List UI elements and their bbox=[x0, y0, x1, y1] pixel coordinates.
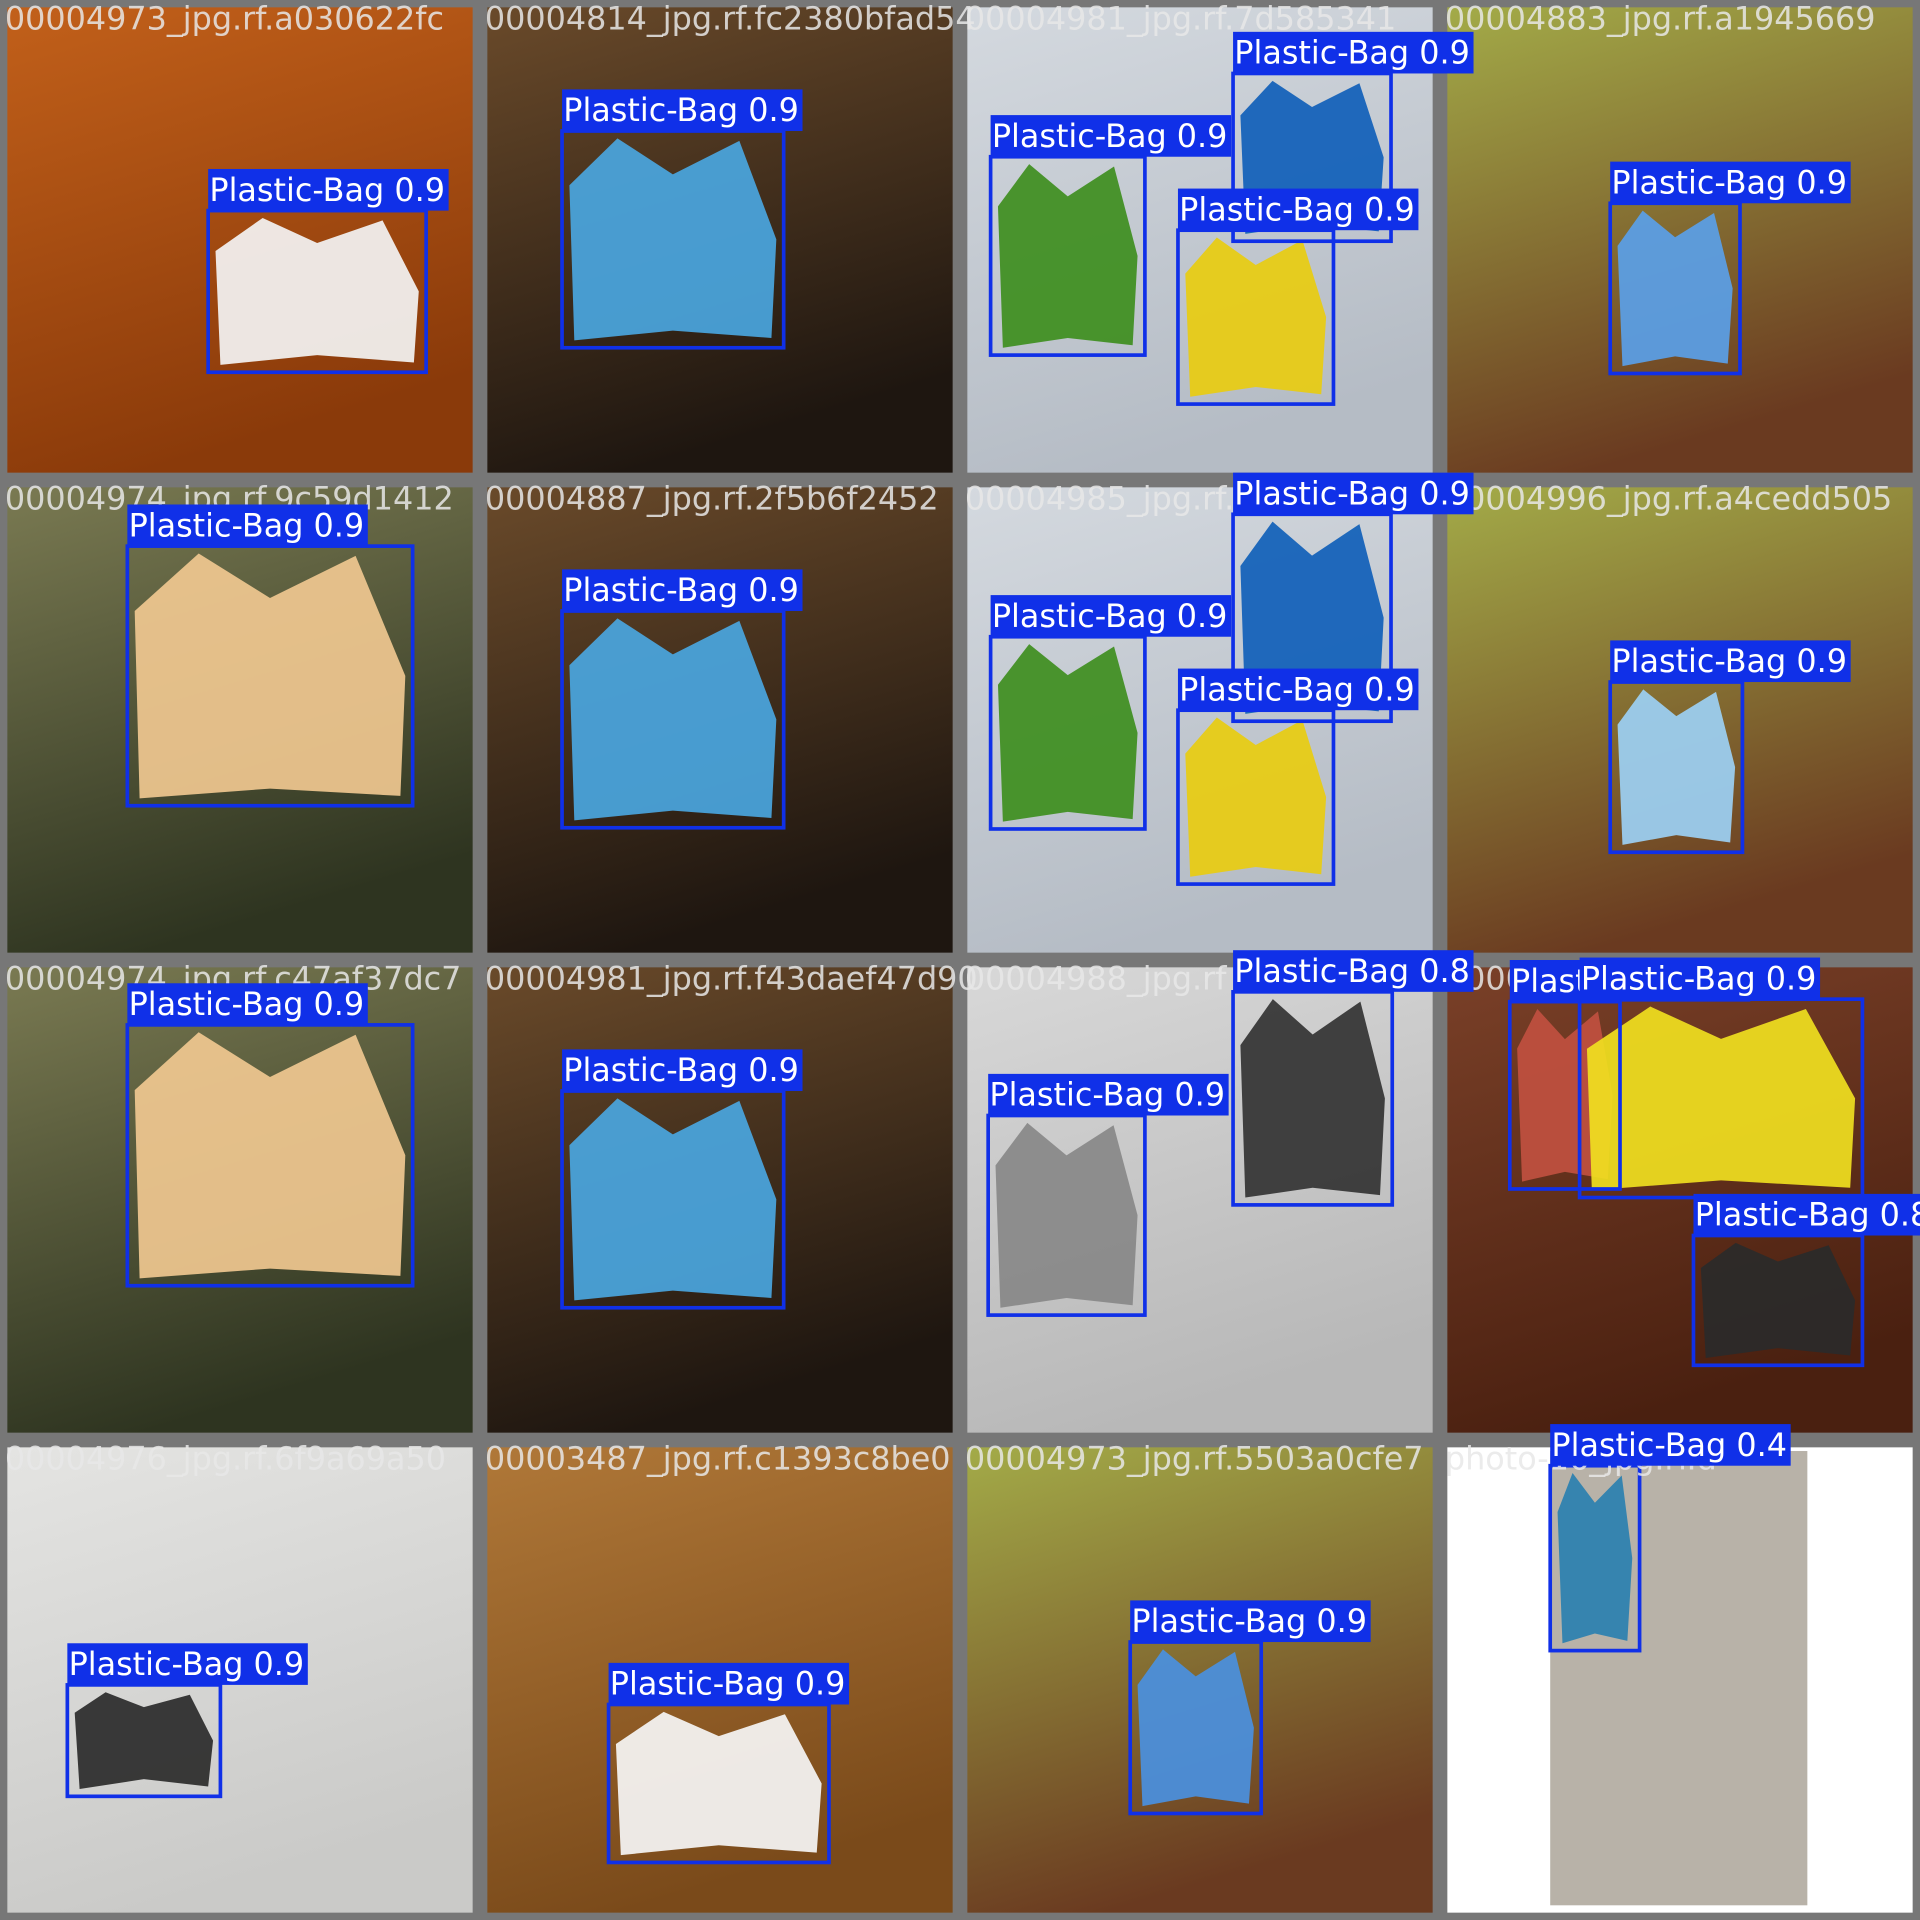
label-background bbox=[1233, 950, 1474, 992]
plastic-bag bbox=[1557, 1473, 1633, 1644]
label-background bbox=[1177, 188, 1419, 231]
label-background bbox=[127, 983, 368, 1025]
plastic-bag bbox=[1617, 210, 1733, 367]
detection-label: Plastic-Bag 0.9 bbox=[1611, 642, 1847, 680]
bounding-box bbox=[986, 1113, 1147, 1317]
label-background bbox=[1177, 668, 1419, 711]
label-background bbox=[1693, 1193, 1920, 1236]
plastic-bag bbox=[1137, 1649, 1254, 1807]
detection-label: Plastic-Bag 0.9 bbox=[563, 91, 799, 129]
bounding-box bbox=[1691, 1233, 1865, 1368]
label-background bbox=[1550, 1424, 1791, 1466]
filename: 00004976_jpg.rf.6f9a69a50 bbox=[5, 1439, 446, 1477]
label-background bbox=[67, 1643, 308, 1685]
label-background bbox=[562, 89, 803, 132]
plastic-bag bbox=[569, 618, 777, 821]
label-background bbox=[1233, 31, 1474, 74]
plastic-bag bbox=[569, 1098, 777, 1301]
detection-label: Plastic-Bag 0.9 bbox=[1179, 190, 1415, 228]
detection-label: Plastic-Bag 0.4 bbox=[1551, 1426, 1787, 1464]
detection-label: Plastic-Bag 0.9 bbox=[989, 1076, 1225, 1114]
filename: 00004887_jpg.rf.2f5b6f2452 bbox=[485, 479, 939, 517]
plastic-bag bbox=[997, 644, 1138, 822]
plastic-bag bbox=[1617, 689, 1736, 845]
plastic-bag bbox=[134, 553, 406, 799]
label-background bbox=[990, 595, 1232, 637]
detection-label: Plastic-Bag 0.9 bbox=[563, 571, 799, 609]
detection-label: Plastic-Bag 0.9 bbox=[129, 985, 365, 1023]
plastic-bag bbox=[995, 1122, 1138, 1308]
detection-label: Plastic-Bag 0.9 bbox=[209, 171, 445, 209]
plastic-bag bbox=[1185, 717, 1327, 877]
detection-label: Plastic-Bag 0.9 bbox=[1581, 959, 1817, 997]
plastic-bag bbox=[134, 1032, 406, 1279]
detection-label: Plastic-Bag 0.9 bbox=[1234, 34, 1470, 72]
detection-label: Plastic-Bag 0.9 bbox=[1131, 1602, 1367, 1640]
plastic-bag bbox=[615, 1711, 822, 1856]
plastic-bag bbox=[215, 217, 419, 365]
plastic-bag bbox=[569, 138, 777, 341]
label-background bbox=[1233, 472, 1474, 515]
detection-label: Plastic-Bag 0.9 bbox=[992, 597, 1228, 635]
detection-label: Plastic-Bag 0.8 bbox=[1695, 1196, 1920, 1234]
plastic-bag bbox=[1586, 1006, 1856, 1191]
filename: 00004973_jpg.rf.5503a0cfe7 bbox=[965, 1439, 1424, 1477]
plastic-bag bbox=[1240, 521, 1384, 714]
label-background bbox=[208, 168, 449, 211]
detection-label: Plastic-Bag 0.9 bbox=[1179, 670, 1415, 708]
detection-label: Plastic-Bag 0.9 bbox=[563, 1051, 799, 1089]
filename: 00004814_jpg.rf.fc2380bfad54 bbox=[485, 0, 976, 37]
bounding-box bbox=[1231, 71, 1393, 244]
filename: 00004883_jpg.rf.a1945669 bbox=[1445, 0, 1876, 37]
label-background bbox=[127, 504, 368, 547]
filename: 00004988_jpg.rf bbox=[965, 959, 1227, 997]
detection-label: Plastic-Bag 0.8 bbox=[1234, 952, 1470, 990]
plastic-bag bbox=[1700, 1242, 1856, 1358]
detection-label: Plastic-Bag 0.9 bbox=[992, 117, 1228, 155]
label-background bbox=[562, 1049, 803, 1092]
plastic-bag bbox=[1240, 999, 1385, 1198]
label-background bbox=[562, 569, 803, 612]
label-background bbox=[608, 1662, 850, 1705]
plastic-bag bbox=[997, 164, 1138, 348]
detection-label: Plastic-Bag 0.9 bbox=[610, 1665, 846, 1703]
detection-label: Plastic-Bag 0.9 bbox=[129, 506, 365, 544]
label-background bbox=[988, 1073, 1229, 1116]
filename: 00004981_jpg.rf.7d585341 bbox=[965, 0, 1396, 37]
filename: 00004981_jpg.rf.f43daef47d90 bbox=[485, 959, 978, 997]
detection-label: Plastic-Bag 0.9 bbox=[69, 1645, 305, 1683]
plastic-bag bbox=[74, 1692, 214, 1789]
label-background bbox=[1579, 957, 1821, 1000]
plastic-bag bbox=[1185, 237, 1327, 397]
detection-label: Plastic-Bag 0.9 bbox=[1234, 474, 1470, 512]
label-background bbox=[1610, 161, 1851, 204]
label-background bbox=[1610, 640, 1851, 683]
label-background bbox=[990, 115, 1232, 157]
label-background bbox=[1130, 1600, 1371, 1643]
filename: 00003487_jpg.rf.c1393c8be0 bbox=[485, 1439, 951, 1477]
detection-label: Plastic-Bag 0.9 bbox=[1611, 163, 1847, 201]
filename: 00004973_jpg.rf.a030622fc bbox=[5, 0, 444, 37]
filename: 00004996_jpg.rf.a4cedd505 bbox=[1445, 479, 1892, 517]
